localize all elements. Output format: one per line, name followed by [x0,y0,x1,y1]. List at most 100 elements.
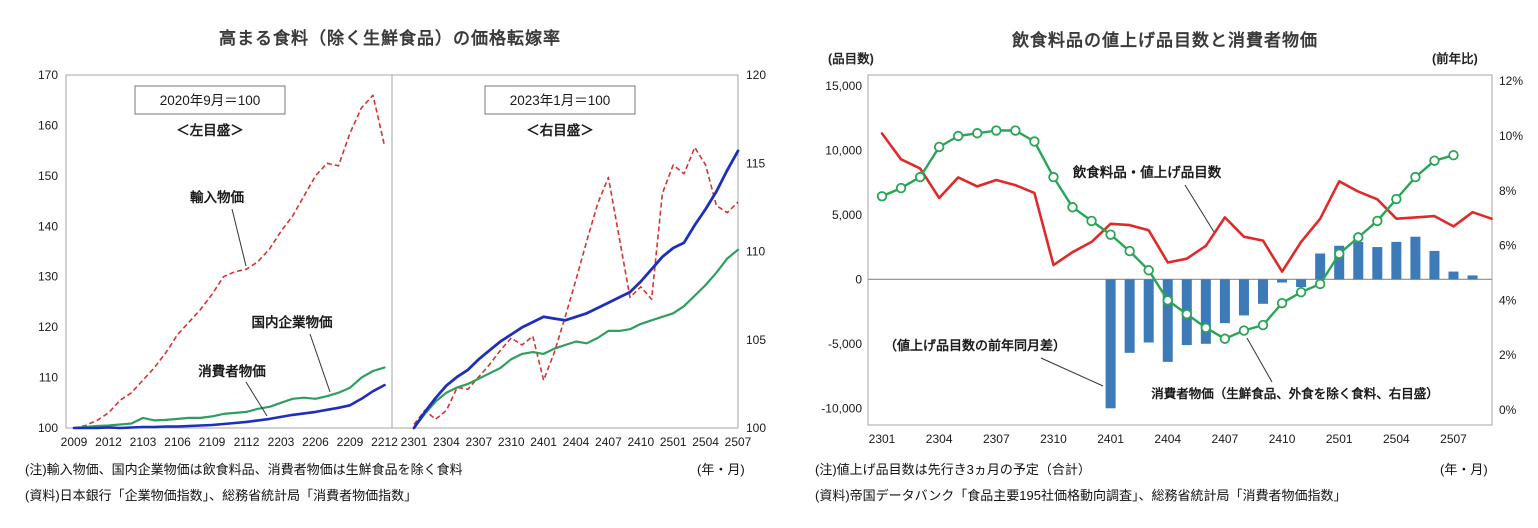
x-axis-tick: 2401 [1097,432,1124,446]
cpi-marker [952,130,964,142]
left-axis-tick: 130 [38,270,58,284]
label-corporate-prices: 国内企業物価 [252,314,333,330]
x-axis-tick: 2009 [61,435,88,449]
x-axis-tick: 2501 [1326,432,1353,446]
index-box-left [134,85,286,115]
right-axis-tick: 110 [746,245,765,259]
left-chart-title: 高まる食料（除く生鮮食品）の価格転嫁率 [219,29,561,48]
pointer-import [231,208,247,267]
cpi-marker [1029,136,1040,147]
cpi-marker [1372,215,1383,227]
left-axis-tick: -10,000 [821,401,862,415]
right-chart-canvas: 15,000 10,000 5,000 0 -5,000 -10,000 12% 10% 8% 6… [821,74,1523,446]
label-import-prices: 輸入物価 [190,189,244,205]
x-axis-tick: 2304 [433,435,460,449]
label-cpi-food: 消費者物価（生鮮食品、外食を除く食料、右目盛） [1151,386,1439,401]
bar-yoy-diff [1315,253,1326,280]
left-axis-tick: 100 [38,421,58,435]
x-axis-tick: 2307 [465,435,492,449]
scale-label-left: ＜左目盛＞ [176,122,244,138]
cpi-marker [1181,308,1193,320]
pointer-cpi [1246,337,1273,383]
bar-yoy-diff [1334,245,1345,280]
cpi-marker [1295,286,1307,298]
index-box-right-label: 2023年1月＝100 [510,93,611,108]
bar-yoy-diff [1143,279,1154,343]
x-axis-tick: 2404 [563,435,590,449]
index-box-right [484,85,636,115]
x-axis-tick: 2206 [302,435,329,449]
left-chart-frame [65,74,739,429]
left-axis-tick: 150 [38,169,58,183]
label-consumer-prices: 消費者物価 [198,363,266,379]
bar-yoy-diff [1200,279,1211,344]
x-axis-tick: 2301 [869,432,896,446]
right-chart-note: (注)値上げ品目数は先行き3ヵ月の予定（合計） [815,462,1091,477]
x-axis-tick: 2212 [371,435,398,449]
right-axis-tick: 12% [1499,74,1523,88]
index-box-left-label: 2020年9月＝100 [160,93,261,108]
bar-yoy-diff [1162,279,1173,362]
right-axis-tick: 120 [746,68,766,82]
right-chart-title: 飲食料品の値上げ品目数と消費者物価 [1012,31,1318,50]
x-axis-tick: 2407 [595,435,622,449]
cpi-marker [914,171,926,183]
left-axis-tick: 15,000 [825,79,862,93]
x-axis-tick: 2507 [725,435,752,449]
left-axis-tick: 160 [38,118,58,132]
left-axis-tick: 170 [38,68,58,82]
x-axis-tick: 2012 [95,435,122,449]
x-axis-tick: 2501 [660,435,687,449]
left-chart-source: (資料)日本銀行「企業物価指数」、総務省統計局「消費者物価指数」 [25,488,418,503]
pointer-yoy-diff [1040,357,1104,387]
series-consumer-p2 [412,149,740,430]
bar-yoy-diff [1105,279,1116,409]
series-corporate-p2 [412,248,740,430]
bar-yoy-diff [1372,247,1383,280]
x-axis-tick: 2109 [199,435,226,449]
cpi-marker [1410,171,1421,183]
cpi-marker [1105,229,1116,240]
cpi-marker [1257,319,1269,331]
cpi-marker [1238,325,1250,336]
cpi-marker [991,125,1002,136]
x-axis-tick: 2307 [983,432,1010,446]
x-axis-tick: 2106 [164,435,191,449]
cpi-marker [1162,295,1173,306]
cpi-marker [1353,232,1364,243]
right-chart-left-axis-unit: (品目数) [828,52,874,66]
x-axis-tick: 2404 [1154,432,1181,446]
left-axis-tick: -5,000 [828,337,862,351]
cpi-marker [876,191,888,202]
left-chart-note: (注)輸入物価、国内企業物価は飲食料品、消費者物価は生鮮食品を除く食料 [25,462,463,477]
pointer-consumer [245,381,268,417]
right-chart-right-axis-unit: (前年比) [1432,52,1478,66]
bar-yoy-diff [1467,275,1478,280]
scale-label-right: ＜右目盛＞ [526,122,594,138]
left-axis-tick: 5,000 [832,208,862,222]
cpi-marker [1200,322,1212,334]
right-axis-tick: 115 [746,156,765,170]
bar-yoy-diff [1238,279,1249,316]
left-axis-tick: 140 [38,219,58,233]
cpi-marker [1276,297,1288,309]
x-axis-tick: 2203 [268,435,295,449]
cpi-marker [933,141,945,153]
pointer-items [1184,184,1215,233]
x-axis-tick: 2507 [1440,432,1467,446]
left-axis-tick: 120 [38,320,58,334]
left-axis-tick: 110 [39,371,58,385]
cpi-marker [1086,215,1097,227]
cpi-marker [1010,125,1021,136]
left-chart-canvas: 100 110 120 130 140 150 160 170 100 105 110 115 120 2… [38,68,766,449]
bar-yoy-diff [1391,241,1402,280]
x-axis-tick: 2401 [530,435,557,449]
bar-yoy-diff [1296,279,1307,288]
right-axis-tick: 4% [1499,293,1517,307]
right-axis-tick: 10% [1499,129,1523,143]
right-axis-tick: 2% [1499,348,1517,362]
cpi-marker [1067,202,1078,213]
x-axis-tick: 2304 [926,432,953,446]
label-items-count: 飲食料品・値上げ品目数 [1072,164,1222,180]
left-chart-axis-unit: (年・月) [697,462,745,477]
